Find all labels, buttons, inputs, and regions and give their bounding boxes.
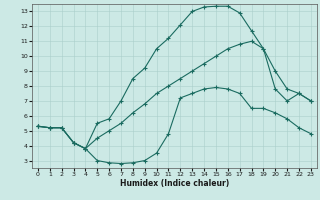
X-axis label: Humidex (Indice chaleur): Humidex (Indice chaleur): [120, 179, 229, 188]
